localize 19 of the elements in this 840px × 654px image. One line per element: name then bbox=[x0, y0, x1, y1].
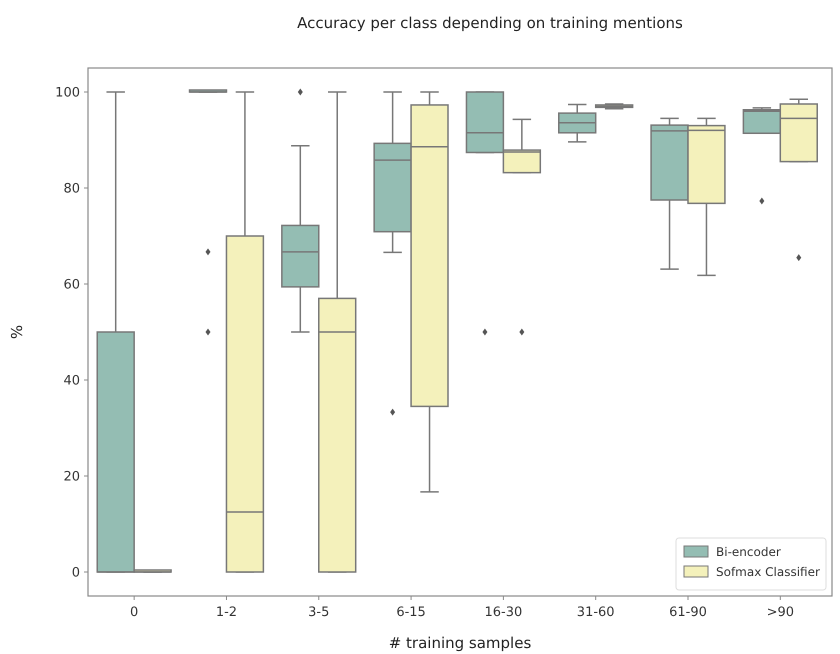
x-tick-label: 31-60 bbox=[576, 605, 615, 620]
x-tick-label: 1-2 bbox=[216, 605, 238, 620]
x-tick-label: 61-90 bbox=[669, 605, 707, 620]
chart-title: Accuracy per class depending on training mentions bbox=[297, 14, 684, 32]
legend-label: Sofmax Classifier bbox=[716, 565, 820, 580]
x-axis-title: # training samples bbox=[388, 634, 532, 652]
y-tick-label: 20 bbox=[63, 470, 80, 485]
legend-label: Bi-encoder bbox=[716, 545, 781, 560]
y-tick-label: 100 bbox=[55, 86, 80, 101]
x-tick-label: 3-5 bbox=[308, 605, 330, 620]
y-tick-label: 80 bbox=[63, 182, 80, 197]
y-tick-label: 60 bbox=[63, 278, 80, 293]
x-tick-label: 0 bbox=[130, 605, 138, 620]
y-axis-title: % bbox=[8, 324, 26, 340]
x-tick-label: >90 bbox=[766, 605, 794, 620]
y-tick-label: 0 bbox=[72, 566, 80, 581]
x-tick-label: 16-30 bbox=[484, 605, 522, 620]
x-tick-label: 6-15 bbox=[396, 605, 426, 620]
y-tick-label: 40 bbox=[63, 374, 80, 389]
